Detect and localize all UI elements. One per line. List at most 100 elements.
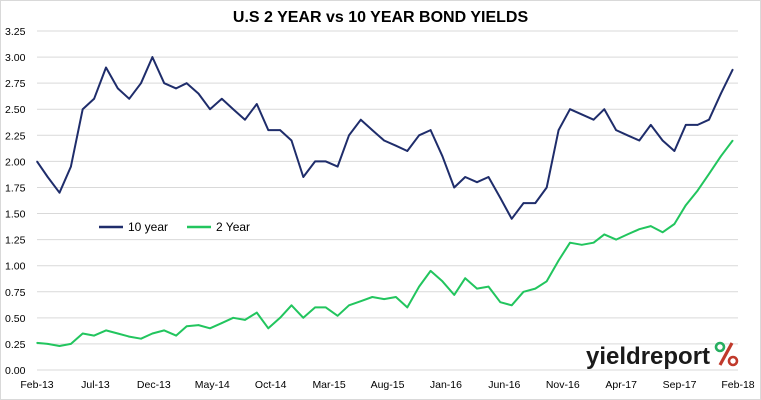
series-line-2-year [36,139,734,347]
data-point [499,301,502,304]
series-line-10-year [36,56,734,220]
y-tick-label: 0.00 [5,365,26,377]
logo-brand-text: yieldreport [586,343,710,370]
data-point [81,108,84,110]
data-point [325,306,327,309]
data-point [406,306,409,309]
chart-title: U.S 2 YEAR vs 10 YEAR BOND YIELDS [232,9,529,26]
data-point [708,118,710,121]
percent-icon [714,341,739,367]
data-point [696,124,699,126]
data-point [557,259,560,262]
data-point [638,139,641,142]
data-point [314,306,316,309]
data-point [128,335,130,338]
data-point [720,92,722,95]
data-point [581,113,583,116]
data-point [453,186,456,189]
x-tick-label: Apr-17 [605,379,637,391]
data-point [290,304,293,307]
data-point [581,244,583,246]
data-point [185,82,188,84]
data-point [685,204,687,206]
data-point [70,165,72,168]
data-point [290,139,293,142]
data-point [175,334,177,337]
data-point [348,304,350,307]
y-tick-label: 0.25 [5,339,26,351]
data-point [534,202,537,204]
data-point [371,129,374,131]
x-tick-label: Mar-15 [312,379,345,391]
data-point [522,291,525,293]
x-tick-label: Oct-14 [255,379,287,391]
data-point [487,176,490,178]
data-point [406,150,409,152]
legend: 10 year 2 Year [99,220,250,234]
data-point [592,118,595,121]
data-point [302,176,305,178]
data-point [163,82,165,84]
x-tick-label: Feb-18 [721,379,754,391]
data-point [650,124,652,126]
data-point [615,129,617,131]
y-tick-label: 2.00 [5,156,26,168]
data-point [626,233,629,236]
data-point [476,181,478,183]
data-point [117,332,119,335]
data-point [256,311,258,314]
data-point [58,345,61,347]
x-tick-label: Jun-16 [488,379,520,391]
data-point [476,287,478,290]
data-point [93,98,95,100]
data-point [673,223,676,225]
data-point [441,280,444,283]
data-point [661,139,664,142]
data-point [395,296,397,298]
data-point [117,87,119,90]
data-point [638,228,641,230]
x-tick-label: Nov-16 [546,379,580,391]
data-point [441,155,444,157]
data-point [673,150,676,152]
data-point [708,173,710,175]
y-tick-label: 2.75 [5,78,26,90]
x-tick-label: Aug-15 [371,379,405,391]
data-point [592,241,595,244]
data-point [140,82,142,84]
data-point [360,118,362,121]
logo-wordmark: yieldreport [586,343,710,370]
data-point [93,334,95,337]
y-axis-ticks: 0.00 0.25 0.50 0.75 1.00 1.25 1.50 1.75 2.00 2.25… [5,26,26,377]
y-tick-label: 1.00 [5,261,26,273]
data-point [197,92,200,95]
data-point [429,270,432,272]
data-point [36,342,38,344]
data-point [603,233,606,236]
grid-lines [37,30,738,371]
yieldreport-logo: yieldreport [586,341,739,370]
data-point [336,165,339,168]
data-point [650,225,652,227]
y-tick-label: 0.50 [5,313,26,325]
x-tick-label: Dec-13 [137,379,171,391]
data-point [545,186,548,189]
data-point [510,304,513,307]
data-point [360,300,362,303]
data-point [221,322,223,324]
data-point [279,129,281,131]
data-point [302,317,305,319]
data-point [499,197,502,199]
y-tick-label: 1.25 [5,235,26,247]
data-point [105,66,107,69]
data-point [487,285,490,288]
data-point [221,98,223,100]
x-tick-label: Feb-13 [20,379,53,391]
data-point [464,176,467,178]
data-point [615,238,617,241]
data-point [244,118,246,121]
x-tick-label: May-14 [195,379,230,391]
data-point [626,134,629,137]
data-point [197,324,200,326]
data-point [232,317,234,319]
